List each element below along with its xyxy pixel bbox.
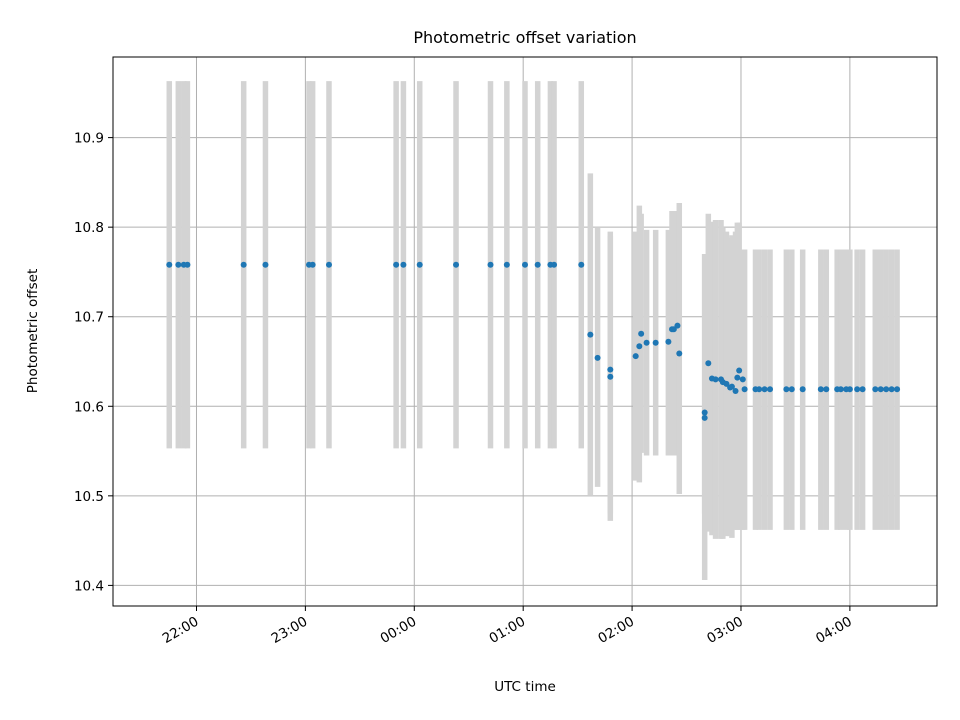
data-point [788,386,795,393]
data-point [877,386,884,393]
y-tick-label: 10.4 [74,578,104,594]
data-point [872,386,879,393]
data-point [607,373,614,380]
data-point [739,376,746,383]
data-point [416,261,423,268]
data-point [761,386,768,393]
y-tick-label: 10.9 [74,131,104,147]
data-point [184,261,191,268]
data-point [665,338,672,345]
data-points [166,261,901,421]
data-point [453,261,460,268]
data-point [701,414,708,421]
data-point [262,261,269,268]
data-point [632,353,639,360]
data-point [732,388,739,395]
data-point [756,386,763,393]
data-point [701,409,708,416]
data-point [817,386,824,393]
data-point [607,366,614,373]
data-point [166,261,173,268]
data-point [741,386,748,393]
data-point [487,261,494,268]
data-point [325,261,332,268]
x-axis-label: UTC time [494,679,556,695]
data-point [823,386,830,393]
data-point [636,343,643,350]
data-point [676,350,683,357]
y-tick-label: 10.7 [74,310,104,326]
data-point [883,386,890,393]
data-point [522,261,528,268]
data-point [837,386,844,393]
data-point [652,339,659,346]
data-point [783,386,790,393]
data-point [767,386,774,393]
data-point [551,261,558,268]
data-point [734,374,741,381]
data-point [888,386,895,393]
y-axis-label: Photometric offset [25,269,41,393]
y-tick-label: 10.6 [74,399,104,415]
data-point [240,261,247,268]
y-tick-label: 10.8 [74,220,104,236]
data-point [728,383,735,390]
data-point [400,261,407,268]
data-point [674,322,681,329]
data-point [894,386,901,393]
data-point [705,360,712,367]
data-point [578,261,585,268]
data-point [309,261,316,268]
data-point [175,261,182,268]
plot-frame [112,56,938,607]
y-tick-label: 10.5 [74,489,104,505]
data-point [712,376,719,383]
y-axis-ticks: 10.4 10.5 10.6 10.7 10.8 10.9 [74,131,113,594]
data-point [587,331,594,338]
data-point [503,261,510,268]
data-point [594,354,601,361]
data-point [393,261,400,268]
data-point [854,386,861,393]
data-point [534,261,541,268]
data-point [638,330,645,337]
data-point [799,386,806,393]
data-point [643,339,650,346]
data-point [846,386,853,393]
data-point [736,367,743,374]
data-point [859,386,866,393]
chart-title: Photometric offset variation [413,28,636,47]
